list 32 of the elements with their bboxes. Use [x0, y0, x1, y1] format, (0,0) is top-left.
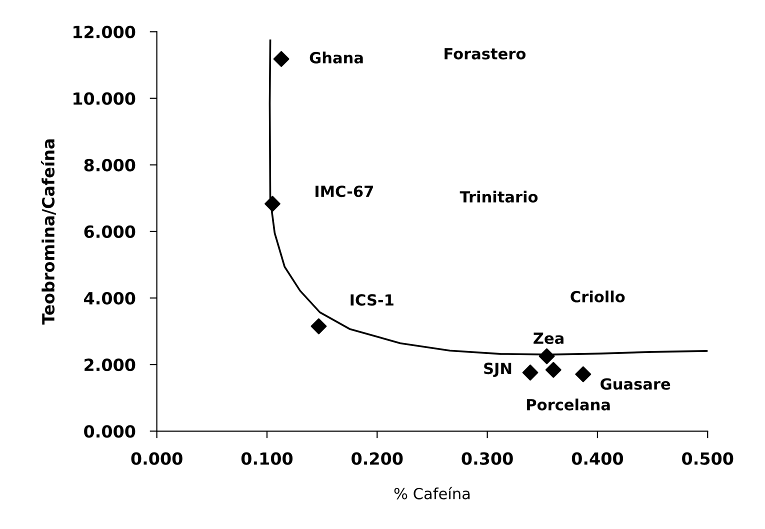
x-tick-label: 0.200: [352, 452, 403, 465]
x-tick-label: 0.100: [241, 452, 293, 465]
y-tick-label: 4.000: [84, 292, 136, 305]
annotation: Criollo: [570, 290, 625, 302]
point: [538, 348, 555, 364]
point: [310, 318, 327, 334]
x-axis-title: % Cafeína: [394, 486, 470, 500]
annotation: Zea: [534, 332, 564, 344]
point: [522, 364, 538, 381]
annotation: Forastero: [444, 48, 526, 60]
y-tick-label: 2.000: [84, 358, 136, 372]
point: [575, 366, 592, 382]
annotation: SJN: [484, 362, 512, 378]
y-tick-label: 8.000: [84, 158, 136, 172]
annotation: IMC-67: [316, 186, 373, 198]
point: [273, 51, 290, 68]
annotation: ICS-1: [350, 294, 394, 306]
x-tick-label: 0.500: [682, 452, 734, 465]
y-tick-label: 0.000: [84, 425, 136, 438]
annotation: Porcelana: [527, 398, 610, 410]
point: [545, 362, 562, 378]
y-axis-title: Teobromina/Cafeína: [40, 139, 56, 325]
annotation: Guasare: [600, 378, 670, 390]
y-tick-label: 6.000: [84, 225, 136, 238]
x-tick-label: 0.400: [572, 452, 624, 465]
annotation: Trinitario: [460, 190, 538, 203]
y-tick-label: 10.000: [74, 92, 136, 105]
point: [264, 196, 280, 212]
x-tick-label: 0.300: [462, 452, 513, 465]
annotation: Ghana: [310, 52, 363, 64]
y-tick-label: 12.000: [74, 26, 136, 38]
x-tick-label: 0.000: [131, 452, 182, 465]
